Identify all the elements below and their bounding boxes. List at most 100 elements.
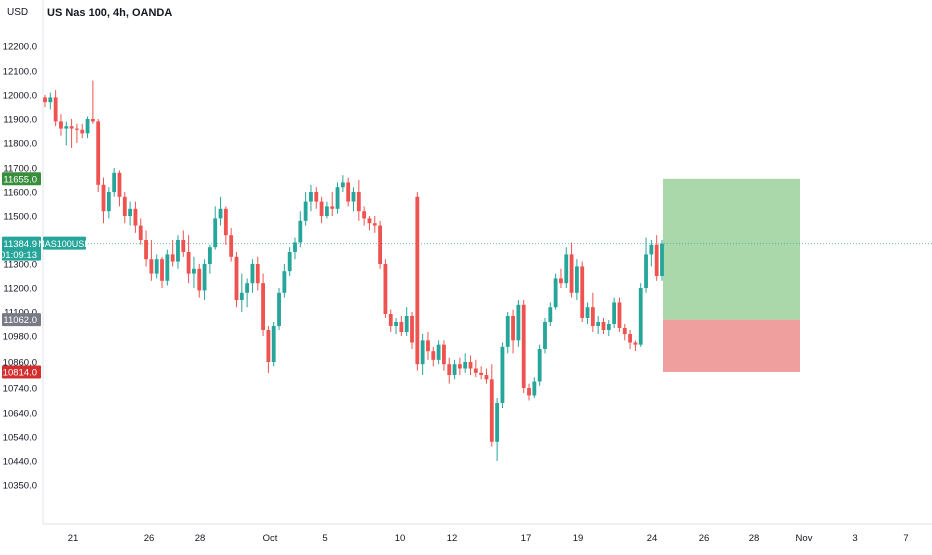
candle	[452, 359, 457, 380]
price-tick-label: 10980.0	[3, 332, 37, 343]
price-tick-label: 10440.0	[3, 457, 37, 468]
svg-text:11062.0: 11062.0	[3, 315, 37, 326]
candle	[96, 119, 101, 192]
candle	[90, 80, 95, 124]
candle	[548, 302, 553, 326]
candle	[250, 259, 255, 293]
candle	[388, 309, 393, 332]
candle	[660, 240, 664, 281]
time-tick-label: 24	[647, 533, 658, 544]
candle	[314, 187, 319, 209]
candle	[473, 359, 478, 378]
candle	[628, 330, 633, 349]
price-tick-label: 11700.0	[3, 164, 37, 175]
candle	[59, 114, 63, 136]
candle	[112, 168, 117, 197]
candle	[606, 320, 611, 336]
candle	[245, 278, 250, 308]
candle	[69, 119, 74, 148]
candle	[165, 249, 170, 286]
time-tick-label: 3	[852, 533, 857, 544]
candle	[426, 332, 430, 360]
time-tick-label: 5	[322, 533, 327, 544]
candle	[213, 206, 218, 250]
time-tick-label: 17	[521, 533, 532, 544]
candle	[569, 242, 574, 298]
candle	[101, 177, 106, 224]
candle	[654, 235, 659, 281]
time-tick-label: 28	[749, 533, 760, 544]
candle	[234, 252, 239, 308]
candle	[580, 261, 585, 322]
svg-text:11384.9: 11384.9	[3, 239, 37, 250]
candle	[532, 377, 537, 398]
candle	[410, 312, 414, 349]
candle	[543, 318, 547, 354]
price-tick-label: 10350.0	[3, 481, 37, 492]
candle	[574, 259, 579, 300]
candle	[223, 206, 228, 245]
time-tick-label: 12	[447, 533, 458, 544]
candle	[442, 340, 446, 371]
candle	[516, 300, 521, 347]
candle	[133, 201, 138, 233]
price-tick-label: 11900.0	[3, 115, 37, 126]
time-tick-label: 7	[903, 533, 908, 544]
candle	[181, 230, 186, 257]
candle	[649, 240, 654, 267]
candle	[484, 368, 489, 384]
candle	[138, 218, 143, 245]
candle	[537, 344, 542, 386]
candle	[218, 196, 223, 226]
candle	[74, 123, 79, 143]
candle	[287, 247, 292, 276]
candle	[601, 318, 606, 334]
candle	[351, 187, 356, 212]
candle	[229, 228, 234, 262]
candle	[122, 192, 127, 224]
candle	[511, 309, 515, 354]
candle	[340, 175, 345, 192]
axes: 12200.0 12100.0 12000.0 11900.0 11800.0 11700…	[3, 0, 932, 544]
price-tick-label: 11600.0	[3, 188, 37, 199]
candle	[330, 192, 335, 216]
price-tick-label: 11800.0	[3, 139, 37, 150]
price-tick-label: 11100.0	[4, 308, 37, 319]
candle	[266, 326, 271, 373]
price-labels: 11655.0 11062.0 10814.0 11384.901:09:13NAS1…	[0, 172, 91, 379]
candle	[378, 220, 383, 269]
profit-zone[interactable]	[663, 178, 800, 320]
candle	[553, 273, 558, 310]
candle	[633, 340, 638, 352]
symbol-title[interactable]: US Nas 100, 4h, OANDA	[47, 7, 173, 19]
time-tick-label: 21	[68, 533, 79, 544]
candle	[638, 283, 643, 347]
candle	[463, 353, 468, 373]
candle	[192, 256, 196, 288]
candle	[53, 90, 58, 127]
candle	[309, 184, 313, 212]
candle	[362, 206, 367, 226]
candle	[154, 254, 159, 279]
candle	[415, 192, 420, 371]
candle	[160, 256, 164, 288]
time-tick-label: 10	[395, 533, 406, 544]
candle	[457, 357, 462, 375]
candle	[85, 116, 90, 139]
candle	[80, 123, 85, 139]
candle	[383, 259, 388, 318]
price-tick-label: 11200.0	[3, 284, 37, 295]
candle	[346, 177, 351, 207]
candle	[197, 264, 202, 298]
candle	[43, 95, 47, 107]
price-tick-label: 10740.0	[3, 384, 37, 395]
loss-zone[interactable]	[663, 319, 800, 372]
candle	[500, 342, 505, 408]
candle	[64, 121, 69, 146]
candle	[202, 259, 207, 300]
candles	[43, 80, 664, 461]
time-tick-label: 19	[573, 533, 584, 544]
